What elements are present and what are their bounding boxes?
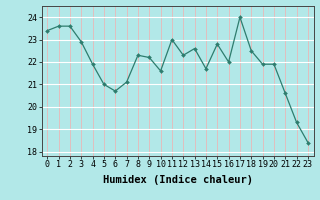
X-axis label: Humidex (Indice chaleur): Humidex (Indice chaleur): [103, 175, 252, 185]
